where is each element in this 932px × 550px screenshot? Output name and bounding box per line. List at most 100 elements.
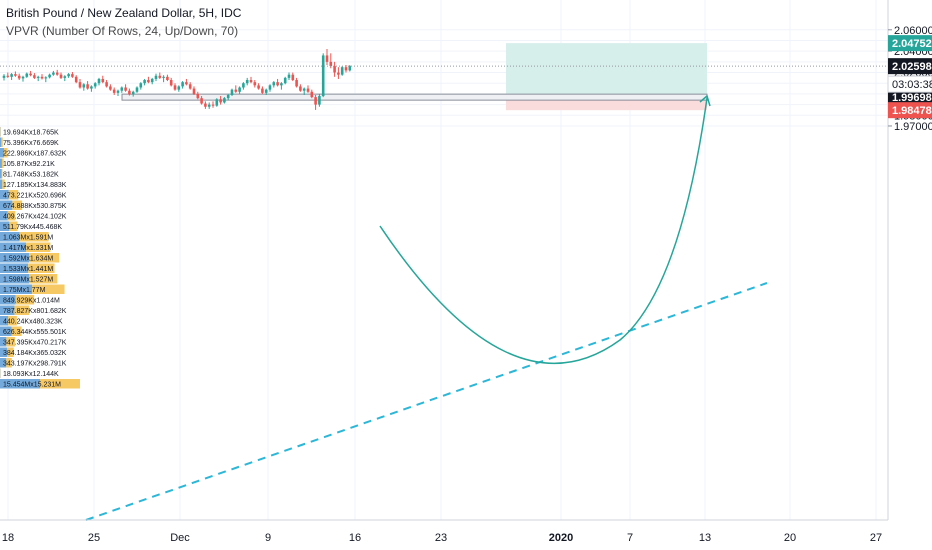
volume-bar-up: [0, 221, 10, 231]
volume-bar-down: [1, 158, 4, 168]
candle-body: [21, 76, 25, 79]
candle-body: [90, 86, 93, 89]
candle-body: [2, 75, 6, 78]
candle-body: [207, 104, 211, 107]
volume-bar-up: [0, 169, 2, 179]
candle-body: [143, 80, 146, 84]
volume-bar-up: [0, 179, 3, 189]
volume-bar-down: [1, 137, 3, 147]
volume-bar-up: [0, 347, 8, 357]
volume-bar-up: [0, 242, 26, 252]
volume-bar-up: [0, 137, 2, 147]
candle-body: [344, 67, 348, 71]
candle-body: [128, 90, 131, 95]
volume-bar-down: [28, 263, 55, 273]
price-label-box: [888, 102, 932, 119]
candle-body: [253, 82, 257, 86]
candle-body: [204, 103, 207, 107]
volume-bar-down: [40, 379, 80, 389]
volume-bar-down: [29, 253, 60, 263]
price-tick-label: 2.06000: [894, 25, 932, 37]
volume-profile-label: 127.185Kx134.883K: [3, 182, 67, 189]
candle-body: [257, 85, 260, 89]
time-tick-label: 16: [349, 532, 361, 544]
volume-profile-label: 1.063Mx1.591M: [3, 235, 53, 242]
volume-bar-down: [2, 179, 5, 189]
candle-body: [299, 86, 302, 91]
volume-bar-up: [0, 200, 13, 210]
candle-body: [340, 67, 344, 75]
candle-body: [78, 82, 82, 88]
candle-body: [310, 91, 314, 98]
volume-profile-label: 1.417Mx1.331M: [3, 245, 53, 252]
volume-bar-down: [8, 190, 19, 200]
symbol-title: British Pound / New Zealand Dollar, 5H, …: [6, 6, 242, 20]
price-label-box: [888, 35, 932, 52]
time-tick-label: 2020: [549, 532, 573, 544]
candle-body: [33, 75, 36, 78]
volume-bar-up: [0, 211, 8, 221]
candle-body: [169, 80, 173, 86]
time-tick-label: 9: [265, 532, 271, 544]
projection-arc: [379, 97, 708, 364]
candle-body: [268, 85, 272, 90]
price-label: 1.98478: [892, 105, 932, 117]
candle-body: [29, 73, 32, 76]
candle-body: [337, 72, 340, 75]
volume-profile-label: 18.093Kx12.144K: [3, 371, 59, 378]
candle-body: [36, 76, 40, 78]
candle-body: [40, 76, 44, 79]
candle-body: [82, 84, 86, 88]
volume-bar-up: [0, 253, 30, 263]
candle-body: [166, 76, 169, 81]
target-zone: [506, 43, 707, 98]
candle-body: [215, 99, 219, 106]
candle-body: [318, 96, 321, 105]
volume-bar-down: [32, 284, 65, 294]
indicator-label[interactable]: VPVR (Number Of Rows, 24, Up/Down, 70): [6, 24, 239, 38]
candle-body: [14, 74, 17, 76]
candle-body: [109, 86, 112, 90]
candle-body: [283, 77, 287, 84]
candle-body: [173, 85, 177, 90]
time-tick-label: Dec: [170, 532, 190, 544]
volume-profile-label: 1.598Mx1.527M: [3, 277, 53, 284]
candle-body: [162, 76, 165, 78]
volume-profile-label: 674.888Kx530.875K: [3, 203, 67, 210]
candle-body: [147, 80, 150, 83]
candle-body: [101, 78, 105, 83]
volume-profile-label: 81.748Kx53.182K: [3, 172, 59, 179]
candle-body: [226, 94, 230, 99]
candle-body: [249, 80, 253, 83]
candle-body: [139, 83, 143, 88]
candle-body: [185, 82, 188, 85]
volume-bar-up: [0, 148, 5, 158]
candle-body: [131, 91, 135, 95]
candle-body: [276, 82, 279, 86]
candle-body: [112, 89, 116, 93]
candle-body: [74, 76, 78, 83]
volume-bar-down: [6, 358, 12, 368]
candle-body: [314, 97, 317, 105]
volume-profile-label: 1.533Mx1.441M: [3, 266, 53, 273]
candle-body: [10, 74, 13, 77]
candle-body: [306, 88, 310, 92]
volume-profile-label: 15.454Mx15.231M: [3, 382, 61, 389]
volume-bar-down: [7, 347, 14, 357]
candle-body: [280, 83, 283, 86]
volume-bar-up: [0, 337, 7, 347]
candle-body: [295, 80, 298, 87]
candle-body: [196, 93, 200, 99]
candle-body: [97, 78, 101, 84]
candle-body: [154, 75, 158, 79]
candle-body: [188, 84, 192, 89]
price-tick-label: 1.97000: [894, 121, 932, 133]
support-zone: [121, 93, 708, 101]
candle-body: [52, 72, 55, 75]
volume-profile-label: 75.396Kx76.669K: [3, 140, 59, 147]
time-tick-label: 25: [88, 532, 100, 544]
candle-body: [192, 88, 196, 94]
candle-body: [264, 89, 268, 93]
